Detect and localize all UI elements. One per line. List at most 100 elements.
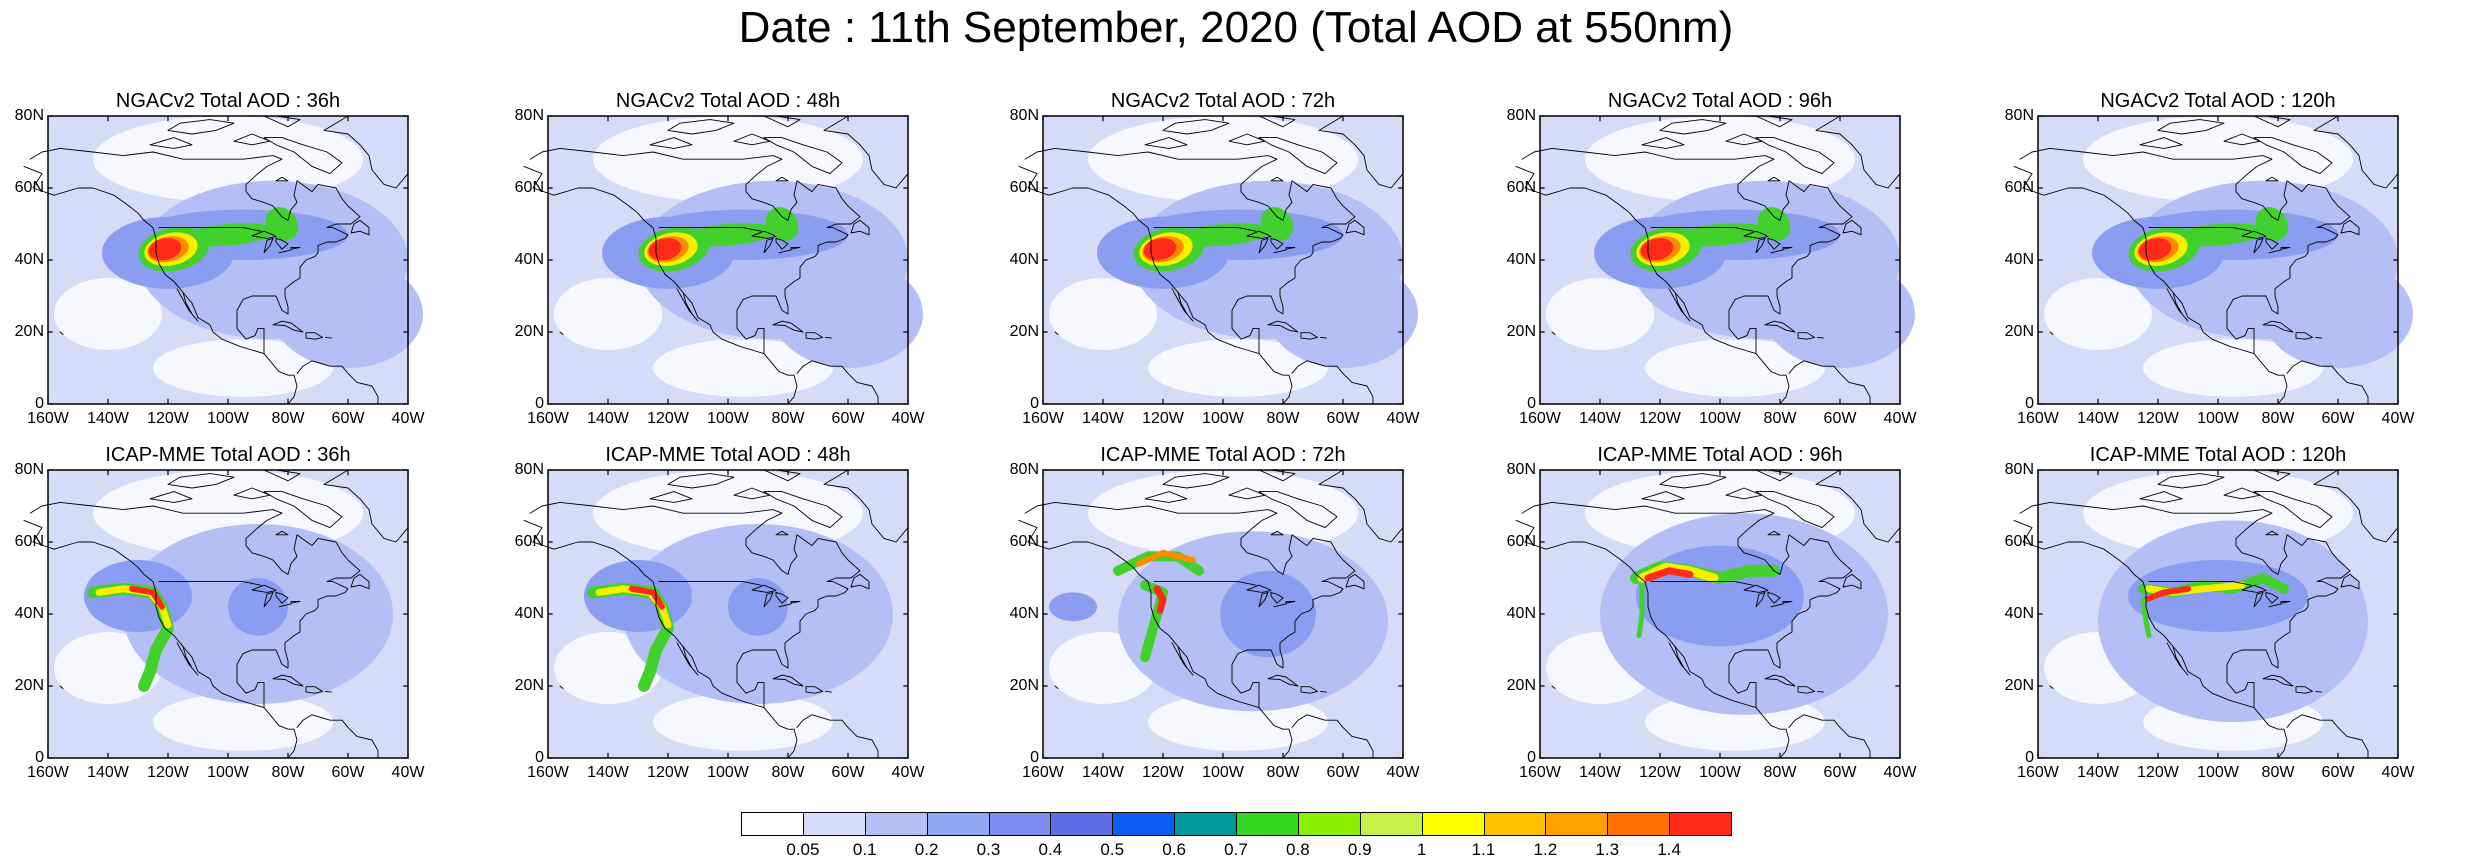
- coastline: [2013, 519, 2285, 730]
- lat-tick-label: 20N: [1506, 323, 1536, 340]
- lat-tick-label: 80N: [1009, 107, 1039, 124]
- panel-title: NGACv2 Total AOD : 96h: [1607, 90, 1833, 112]
- aod-plume-green: [1636, 582, 1645, 639]
- coastline: [1300, 686, 1318, 694]
- coastline: [1668, 288, 1691, 322]
- coastline: [2262, 674, 2294, 687]
- coastline: [1345, 219, 1365, 236]
- coastline: [1725, 133, 1763, 146]
- lon-tick-label: 160W: [27, 764, 69, 781]
- aod-clear-zone: [2044, 278, 2152, 350]
- lat-tick-label: 0: [35, 749, 44, 766]
- lon-tick-label: 100W: [1699, 410, 1741, 427]
- coastline: [2265, 176, 2279, 182]
- lat-tick-label: 60N: [514, 533, 544, 550]
- colorbar-tick-label: 0.1: [852, 840, 877, 859]
- colorbar-tick-label: 0.9: [1347, 840, 1372, 859]
- lon-tick-label: 40W: [2381, 410, 2415, 427]
- colorbar-tick-label: 1.4: [1657, 840, 1681, 859]
- coastline: [2315, 690, 2322, 693]
- main-title: Date : 11th September, 2020 (Total AOD a…: [738, 3, 1734, 52]
- coastline: [1659, 473, 1727, 489]
- lon-tick-label: 80W: [271, 410, 305, 427]
- lat-tick-label: 80N: [514, 461, 544, 478]
- coastline: [2157, 473, 2225, 489]
- coastline: [775, 237, 789, 250]
- lon-tick-label: 40W: [1883, 764, 1917, 781]
- lat-tick-label: 60N: [514, 179, 544, 196]
- colorbar-swatch: [1483, 812, 1547, 836]
- coastline: [1815, 469, 1901, 543]
- coastline: [1018, 519, 1290, 730]
- coastline: [772, 320, 804, 333]
- aod-field-mid: [1220, 570, 1316, 658]
- colorbar-tick-label: 1.2: [1533, 840, 1558, 859]
- coastline: [2223, 487, 2261, 500]
- coastline: [763, 591, 774, 608]
- lon-tick-label: 60W: [331, 410, 365, 427]
- colorbar-swatch: [1112, 812, 1176, 836]
- aod-plume-red: [1153, 585, 1167, 614]
- coastline: [2139, 491, 2183, 503]
- lon-tick-label: 40W: [391, 764, 425, 781]
- coastline: [805, 686, 823, 694]
- lon-tick-label: 60W: [831, 410, 865, 427]
- lon-tick-label: 140W: [2077, 410, 2119, 427]
- coastline: [805, 332, 823, 340]
- coastline: [763, 237, 774, 254]
- coastline: [2223, 133, 2261, 146]
- coastline: [2277, 374, 2288, 405]
- coastline: [559, 331, 564, 335]
- lon-tick-label: 120W: [2137, 410, 2179, 427]
- coastline: [2265, 591, 2279, 604]
- coastline: [1779, 374, 1790, 405]
- coastline: [1273, 246, 1296, 254]
- coastline: [275, 176, 289, 182]
- aod-field-low: [273, 260, 423, 368]
- coastline: [1291, 360, 1374, 405]
- map-panel: ICAP-MME Total AOD : 120h 80N 60N 40N 20N 0 16…: [1990, 442, 2420, 812]
- lon-tick-label: 160W: [2017, 764, 2059, 781]
- lon-tick-label: 160W: [2017, 410, 2059, 427]
- colorbar: [741, 812, 1732, 838]
- coastline: [1551, 331, 1556, 335]
- map-panel: ICAP-MME Total AOD : 72h 80N 60N 40N 20N 0 160…: [995, 442, 1425, 812]
- coastline: [1767, 176, 1781, 182]
- coastline: [751, 584, 777, 593]
- coastline: [29, 501, 361, 709]
- lat-tick-label: 0: [1030, 395, 1039, 412]
- panel-title: NGACv2 Total AOD : 120h: [2100, 90, 2336, 112]
- coastline: [59, 685, 64, 689]
- lon-tick-label: 100W: [707, 764, 749, 781]
- coastline: [1162, 473, 1230, 489]
- lon-tick-label: 100W: [1699, 764, 1741, 781]
- lon-tick-label: 160W: [1519, 764, 1561, 781]
- map-panel: ICAP-MME Total AOD : 48h 80N 60N 40N 20N 0 160…: [500, 442, 930, 812]
- lon-tick-label: 120W: [147, 410, 189, 427]
- coastline: [2019, 501, 2351, 709]
- aod-clear-zone: [653, 339, 833, 397]
- lon-tick-label: 60W: [2321, 410, 2355, 427]
- lon-tick-label: 60W: [1823, 764, 1857, 781]
- colorbar-swatch: [1421, 812, 1485, 836]
- colorbar-swatch: [1050, 812, 1114, 836]
- aod-plume-red: [2143, 585, 2191, 603]
- coastline: [1650, 581, 1754, 586]
- lat-tick-label: 20N: [14, 323, 44, 340]
- coastline: [850, 573, 870, 590]
- colorbar-tick-label: 0.05: [786, 840, 820, 859]
- coastline: [1270, 591, 1284, 604]
- lon-tick-label: 120W: [647, 764, 689, 781]
- coastline: [775, 530, 789, 536]
- lon-tick-label: 100W: [707, 410, 749, 427]
- coastline: [251, 230, 277, 239]
- coastline: [2313, 115, 2399, 189]
- colorbar-tick-label: 0.4: [1038, 840, 1063, 859]
- aod-clear-zone: [54, 278, 162, 350]
- lon-tick-label: 120W: [647, 410, 689, 427]
- coastline: [1320, 336, 1327, 339]
- lon-tick-label: 100W: [207, 410, 249, 427]
- coastline: [775, 591, 789, 604]
- colorbar-swatch: [1174, 812, 1237, 836]
- coastline: [1842, 573, 1862, 590]
